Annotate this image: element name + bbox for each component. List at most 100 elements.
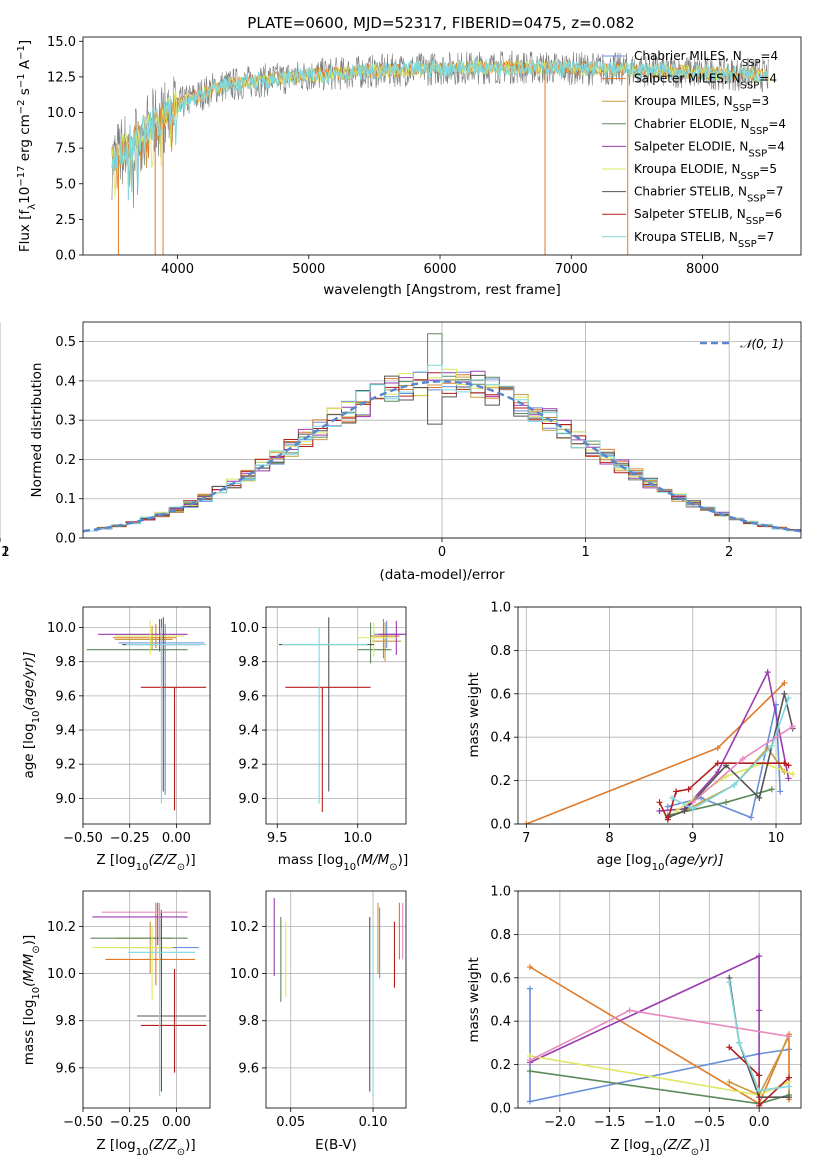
legend-subscript: SSP bbox=[750, 125, 769, 136]
plot-area bbox=[273, 898, 404, 1097]
y-tick-label: 5.0 bbox=[55, 177, 76, 192]
mass-weight-marker bbox=[786, 1033, 793, 1040]
mass-weight-marker bbox=[785, 762, 792, 769]
x-tick-label: 5000 bbox=[292, 262, 325, 277]
y-tick-label: 9.2 bbox=[55, 758, 76, 773]
mass-weight-line bbox=[529, 966, 790, 1105]
mass-weight-line bbox=[728, 981, 790, 1092]
mass-weight-marker bbox=[731, 781, 738, 788]
mass-weight-marker bbox=[756, 1072, 763, 1079]
mass-weight-marker bbox=[726, 1044, 733, 1051]
mass-weight-marker bbox=[739, 755, 746, 762]
y-tick-label: 1.0 bbox=[490, 601, 511, 616]
legend-nssp: =6 bbox=[764, 207, 782, 221]
axis-label-tail: (Z/Z bbox=[148, 1137, 177, 1153]
legend-nssp: =4 bbox=[767, 139, 785, 153]
plot-area bbox=[86, 617, 207, 811]
x-tick-label: 6000 bbox=[423, 262, 456, 277]
y-tick-label: 0.6 bbox=[490, 687, 511, 702]
y-tick-label: 12.5 bbox=[47, 70, 76, 85]
mass-weight-marker bbox=[789, 771, 796, 778]
x-axis-label: mass [log10(M/M⊙)] bbox=[278, 852, 408, 873]
axis-label-end: )] bbox=[185, 852, 196, 868]
mass-weight-marker bbox=[689, 799, 696, 806]
x-tick-label: 1 bbox=[581, 545, 589, 560]
axes-frame bbox=[265, 890, 407, 1109]
legend-nssp: =3 bbox=[751, 94, 769, 108]
y-tick-label: 0.0 bbox=[490, 818, 511, 833]
axis-subscript: ⊙ bbox=[31, 945, 42, 953]
axis-subscript: 10 bbox=[650, 1147, 663, 1158]
y-tick-label: 9.2 bbox=[238, 758, 259, 773]
legend-subscript: SSP bbox=[733, 103, 752, 114]
axes-frame bbox=[82, 890, 211, 1109]
axis-label-end: )] bbox=[398, 852, 409, 868]
x-tick-label: 0.00 bbox=[162, 1115, 191, 1130]
y-tick-label: 9.8 bbox=[238, 1014, 259, 1029]
mass-weight-marker bbox=[664, 803, 671, 810]
mass-weight-marker bbox=[789, 723, 796, 730]
y-tick-label: 0.2 bbox=[490, 1058, 511, 1073]
y-axis-label: mass weight bbox=[466, 957, 482, 1042]
y-tick-label: 9.8 bbox=[55, 1014, 76, 1029]
x-tick-label: 9 bbox=[689, 831, 697, 846]
legend-subscript: SSP bbox=[741, 171, 760, 182]
y-tick-label: 0.6 bbox=[490, 971, 511, 986]
y-tick-label: 9.6 bbox=[55, 1061, 76, 1076]
y-tick-label: 0.3 bbox=[55, 414, 76, 429]
mass-weight-marker bbox=[768, 786, 775, 793]
x-tick-label: 4000 bbox=[161, 262, 194, 277]
gaussian-reference-curve bbox=[83, 380, 801, 533]
mass-weight-marker bbox=[685, 786, 692, 793]
y-tick-label: 9.4 bbox=[55, 724, 76, 739]
axis-subscript: 10 bbox=[652, 862, 665, 873]
x-axis-label: Z [log10(Z/Z⊙)] bbox=[610, 1137, 709, 1158]
mass-weight-marker bbox=[756, 794, 763, 801]
mass-weight-marker bbox=[781, 760, 788, 767]
legend-entry: Chabrier ELODIE, NSSP=4 bbox=[634, 117, 786, 137]
mass-weight-marker bbox=[764, 669, 771, 676]
axes-spectrum: 4000 5000 6000 7000 8000 0.0 2.5 5.0 7.5 10.0 12.5… bbox=[47, 35, 802, 277]
mass-weight-marker bbox=[785, 775, 792, 782]
axis-label-end: )] bbox=[21, 935, 37, 946]
x-tick-label: 2 bbox=[725, 545, 733, 560]
legend-nssp: =7 bbox=[766, 185, 784, 199]
mass-weight-marker bbox=[626, 1007, 633, 1014]
mass-weight-marker bbox=[785, 695, 792, 702]
mass-weight-marker bbox=[526, 1098, 533, 1105]
x-tick-label: 7 bbox=[522, 831, 530, 846]
x-tick-label: −0.50 bbox=[63, 1115, 103, 1130]
histogram-series bbox=[83, 364, 801, 532]
mass-weight-marker bbox=[726, 1078, 733, 1085]
y-tick-label: 0.0 bbox=[55, 249, 76, 264]
axis-label-end: )] bbox=[185, 1137, 196, 1153]
axis-subscript: ⊙ bbox=[691, 1147, 699, 1158]
y-tick-label: 0.4 bbox=[490, 731, 511, 746]
y-tick-label: 0.0 bbox=[490, 1102, 511, 1117]
legend-subscript: SSP bbox=[748, 148, 767, 159]
x-tick-label: −0.5 bbox=[694, 1115, 726, 1130]
mass-weight-marker bbox=[523, 821, 530, 824]
y-tick-label: 9.8 bbox=[238, 655, 259, 670]
mass-weight-line bbox=[667, 693, 794, 819]
x-tick-label: −0.25 bbox=[110, 1115, 150, 1130]
y-tick-label: 0.8 bbox=[490, 644, 511, 659]
axes-frame bbox=[517, 606, 802, 825]
axis-label-end: )] bbox=[699, 1137, 710, 1153]
y-tick-label: 1.0 bbox=[490, 885, 511, 900]
axes-mass_vs_ebv: 0.05 0.10 9.6 9.8 10.0 10.2 bbox=[230, 890, 407, 1130]
mass-weight-marker bbox=[777, 788, 784, 795]
mass-weight-marker bbox=[526, 1068, 533, 1075]
y-tick-label: 10.2 bbox=[47, 920, 76, 935]
mass-weight-marker bbox=[768, 742, 775, 749]
legend-entry: Salpeter STELIB, NSSP=6 bbox=[634, 207, 782, 227]
x-tick-label: 0 bbox=[438, 545, 446, 560]
axes-frame bbox=[517, 890, 802, 1109]
mass-weight-line bbox=[526, 682, 785, 824]
x-axis-label: Z [log10(Z/Z⊙)] bbox=[96, 852, 195, 873]
y-tick-label: 9.6 bbox=[238, 1061, 259, 1076]
y-tick-label: 10.2 bbox=[230, 920, 259, 935]
mass-weight-marker bbox=[526, 985, 533, 992]
y-tick-label: 10.0 bbox=[47, 967, 76, 982]
